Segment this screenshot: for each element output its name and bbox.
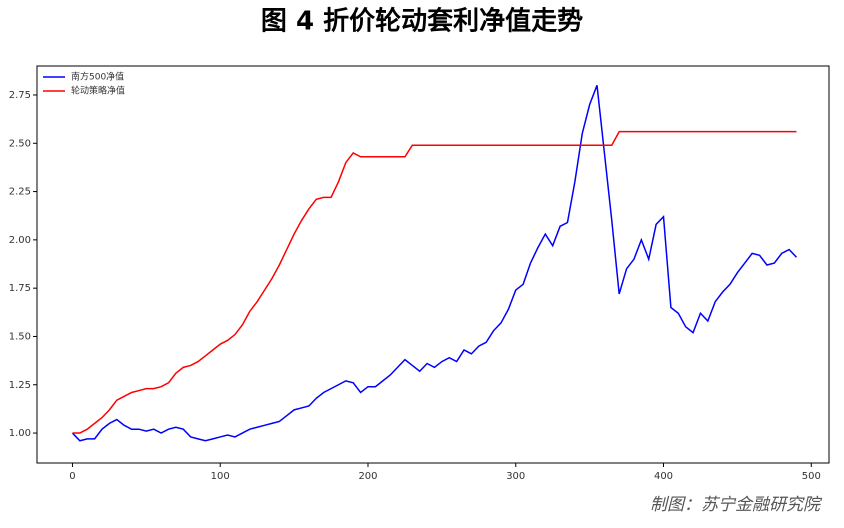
chart-title: 图 4 折价轮动套利净值走势 — [261, 7, 583, 37]
y-tick-label: 1.25 — [9, 380, 31, 391]
series-line — [72, 130, 797, 434]
y-tick-label: 2.50 — [9, 138, 31, 149]
legend-label: 南方500净值 — [71, 71, 124, 83]
x-tick-label: 300 — [506, 471, 525, 482]
x-tick-label: 400 — [654, 471, 673, 482]
y-tick-label: 1.00 — [9, 428, 31, 439]
x-tick-label: 100 — [211, 471, 230, 482]
y-tick-label: 2.00 — [9, 235, 31, 246]
source: 制图：苏宁金融研究院 — [650, 495, 823, 515]
x-tick-label: 200 — [358, 471, 377, 482]
series-line — [71, 85, 798, 442]
x-tick-label: 0 — [69, 471, 75, 482]
y-tick-label: 2.25 — [9, 187, 31, 198]
x-tick-label: 500 — [802, 471, 821, 482]
y-tick-label: 1.75 — [9, 283, 31, 294]
legend-label: 轮动策略净值 — [71, 85, 125, 97]
plot-frame — [36, 65, 830, 464]
y-tick-label: 1.50 — [9, 331, 31, 342]
y-tick-label: 2.75 — [9, 90, 31, 101]
